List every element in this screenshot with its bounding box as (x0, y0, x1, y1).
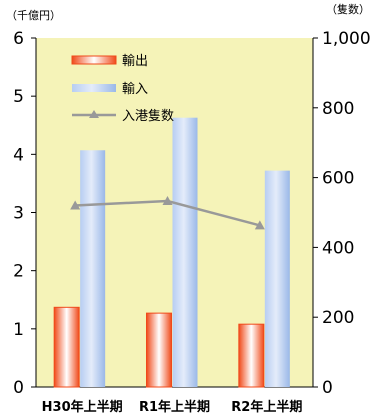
line-series (70, 195, 265, 230)
legend-swatch-import (72, 84, 116, 92)
bar-export (238, 323, 265, 388)
legend-label-export: 輸出 (122, 54, 148, 69)
left-tick-label: 3 (13, 204, 24, 224)
left-tick-label: 6 (13, 29, 24, 49)
legend-label-import: 輸入 (122, 82, 148, 97)
left-tick-label: 5 (13, 87, 24, 107)
right-tick-label: 400 (322, 238, 354, 258)
category-label: R2年上半期 (231, 399, 302, 415)
left-axis-unit: （千億円） (6, 9, 61, 22)
category-labels: H30年上半期 R1年上半期 R2年上半期 (42, 399, 303, 415)
right-axis-unit: （隻数） (326, 2, 370, 16)
ships-marker (70, 200, 81, 210)
legend-label-ships: 入港隻数 (122, 109, 174, 124)
left-tick-label: 2 (13, 262, 24, 282)
category-label: H30年上半期 (42, 399, 123, 415)
bar-import (172, 117, 198, 388)
left-tick-label: 1 (13, 320, 24, 340)
right-tick-label: 200 (322, 308, 354, 328)
legend-marker-ships (89, 110, 99, 118)
bar-export (146, 312, 172, 388)
right-tick-label: 1,000 (322, 29, 371, 49)
ships-marker (162, 195, 173, 205)
bar-export (53, 306, 80, 388)
right-axis-ticks: 0 200 400 600 800 1,000 (313, 29, 371, 398)
legend: 輸出 輸入 入港隻数 (71, 54, 174, 124)
ships-marker (254, 220, 265, 230)
bar-import (80, 150, 106, 387)
right-tick-label: 800 (322, 99, 354, 119)
bar-import (264, 170, 290, 387)
left-tick-label: 4 (13, 145, 24, 165)
category-label: R1年上半期 (139, 399, 210, 415)
bars (53, 117, 290, 388)
legend-swatch-export (71, 55, 117, 65)
left-tick-label: 0 (13, 378, 24, 398)
right-tick-label: 0 (322, 378, 333, 398)
left-axis-ticks: 0 1 2 3 4 5 6 (13, 29, 36, 398)
right-tick-label: 600 (322, 169, 354, 189)
